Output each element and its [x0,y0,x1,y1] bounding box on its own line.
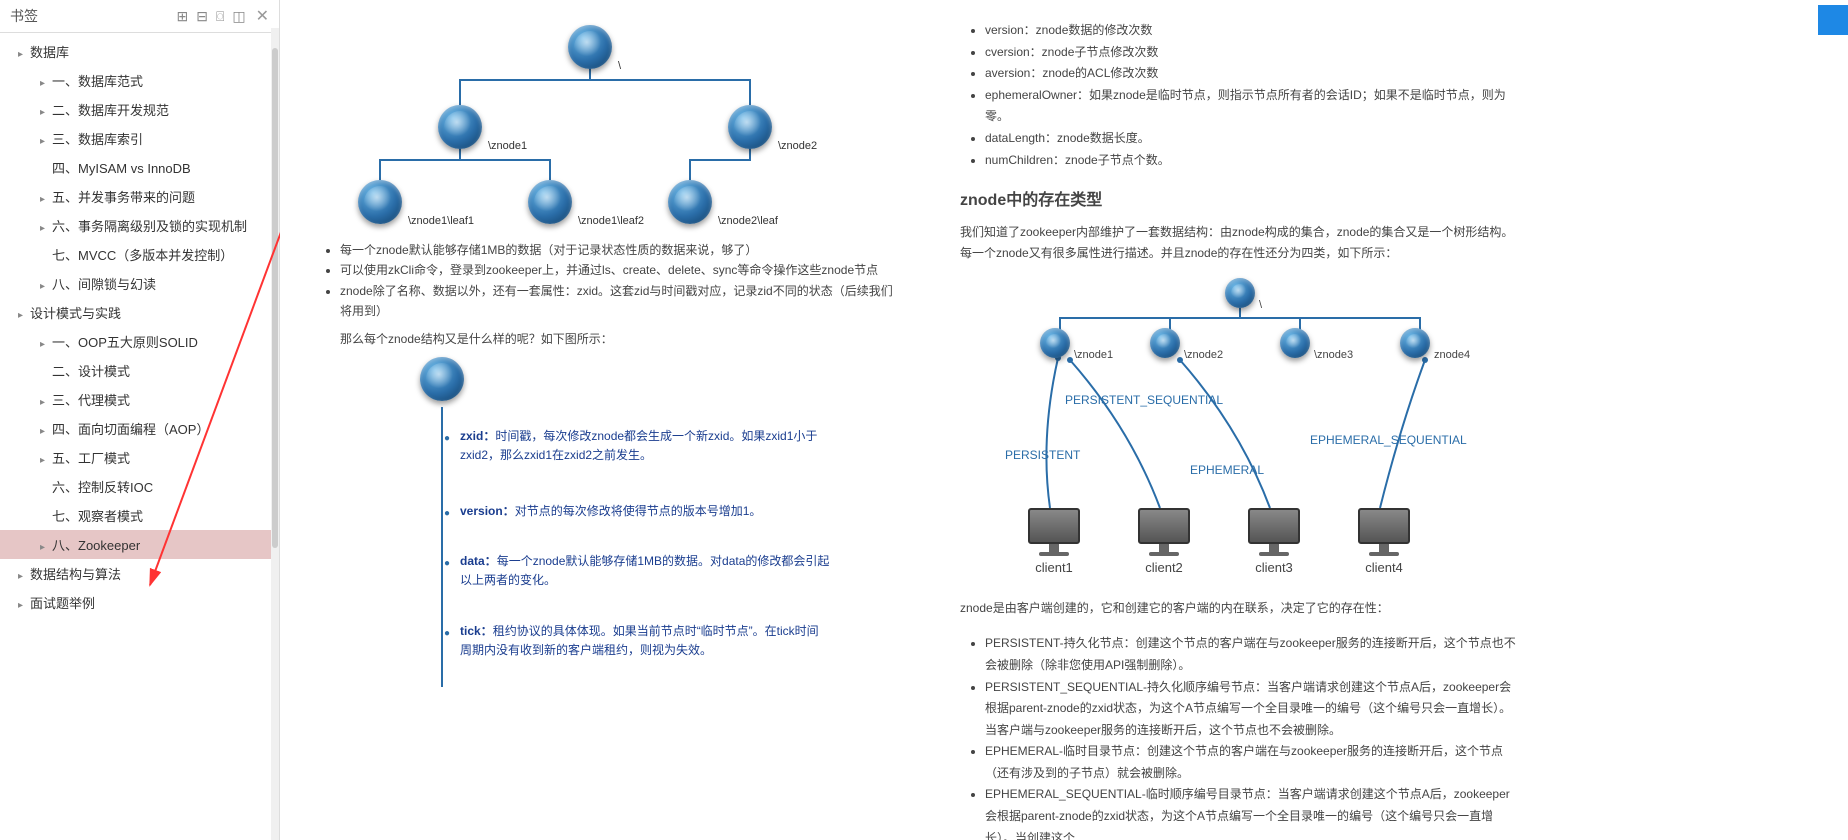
cd-znode: znode4 [1400,328,1470,361]
section-heading: znode中的存在类型 [960,186,1520,210]
chevron-icon: ▸ [40,136,50,147]
client-diagram: \ \znode1\znode2\znode3znode4 PERSISTENT… [980,278,1500,588]
znode-2 [728,105,772,149]
bookmark-item[interactable]: ▸六、事务隔离级别及锁的实现机制 [0,211,279,240]
client-monitor: client3 [1245,508,1303,566]
collapse-icon[interactable]: ⊟ [196,8,208,25]
struct-item: zxid：时间戳，每次修改znode都会生成一个新zxid。如果zxid1小于z… [460,427,830,465]
bookmark-alt-icon[interactable]: ◫ [232,8,245,25]
blue-badge-icon[interactable] [1818,5,1848,35]
list-item: 每一个znode默认能够存储1MB的数据（对于记录状态性质的数据来说，够了） [340,240,900,260]
bookmark-item[interactable]: ▸八、Zookeeper [0,530,279,559]
bookmarks-sidebar: 书签 ⊞ ⊟ ⌼ ◫ ✕ ▸数据库▸一、数据库范式▸二、数据库开发规范▸三、数据… [0,0,280,840]
cd-znode: \znode2 [1150,328,1223,361]
scrollbar-thumb[interactable] [272,48,278,548]
struct-item: version：对节点的每次修改将使得节点的版本号增加1。 [460,502,830,521]
znode-1 [438,105,482,149]
chevron-icon: ▸ [40,339,50,350]
list-item: PERSISTENT-持久化节点：创建这个节点的客户端在与zookeeper服务… [985,633,1520,676]
znode-notes-list: 每一个znode默认能够存储1MB的数据（对于记录状态性质的数据来说，够了）可以… [340,240,900,322]
cd-znode: \znode3 [1280,328,1353,361]
bookmark-item[interactable]: ▸设计模式与实践 [0,298,279,327]
bookmark-item[interactable]: ▸五、并发事务带来的问题 [0,182,279,211]
chevron-icon: ▸ [40,223,50,234]
bookmark-item[interactable]: 四、MyISAM vs InnoDB [0,153,279,182]
list-item: version：znode数据的修改次数 [985,20,1520,42]
list-item: PERSISTENT_SEQUENTIAL-持久化顺序编号节点：当客户端请求创建… [985,677,1520,742]
struct-intro: 那么每个znode结构又是什么样的呢？如下图所示： [340,330,900,347]
bookmark-item[interactable]: ▸五、工厂模式 [0,443,279,472]
znode-tree-diagram: \ \znode1 \znode2 \znode1\leaf1 \znode1\… [310,20,900,230]
attr-list: version：znode数据的修改次数cversion：znode子节点修改次… [985,20,1520,171]
bookmark-item[interactable]: ▸一、OOP五大原则SOLID [0,327,279,356]
label-ephemeral-seq: EPHEMERAL_SEQUENTIAL [1310,433,1467,447]
chevron-icon: ▸ [40,78,50,89]
document-content: \ \znode1 \znode2 \znode1\leaf1 \znode1\… [280,0,1848,840]
chevron-icon: ▸ [18,310,28,321]
list-item: EPHEMERAL-临时目录节点：创建这个节点的客户端在与zookeeper服务… [985,741,1520,784]
chevron-icon: ▸ [40,397,50,408]
client-monitor: client1 [1025,508,1083,566]
znode-leaf3 [668,180,712,224]
cd-root-icon [1225,278,1255,308]
list-item: 可以使用zkCli命令，登录到zookeeper上，并通过ls、create、d… [340,260,900,280]
struct-line [441,407,443,687]
scrollbar-track[interactable] [271,28,279,840]
chevron-icon: ▸ [40,194,50,205]
label-persistent-seq: PERSISTENT_SEQUENTIAL [1065,393,1223,407]
struct-znode-icon [420,357,464,401]
types-intro: znode是由客户端创建的，它和创建它的客户端的内在联系，决定了它的存在性： [960,598,1520,618]
page-left: \ \znode1 \znode2 \znode1\leaf1 \znode1\… [280,0,930,840]
label-ephemeral: EPHEMERAL [1190,463,1264,477]
znode-root [568,25,612,69]
list-item: numChildren：znode子节点个数。 [985,150,1520,172]
znode-struct-diagram: zxid：时间戳，每次修改znode都会生成一个新zxid。如果zxid1小于z… [310,357,900,687]
bookmark-item[interactable]: ▸八、间隙锁与幻读 [0,269,279,298]
bookmark-tree[interactable]: ▸数据库▸一、数据库范式▸二、数据库开发规范▸三、数据库索引四、MyISAM v… [0,33,279,840]
sidebar-header: 书签 ⊞ ⊟ ⌼ ◫ ✕ [0,0,279,33]
bookmark-item[interactable]: ▸数据库 [0,37,279,66]
znode-leaf2 [528,180,572,224]
list-item: EPHEMERAL_SEQUENTIAL-临时顺序编号目录节点：当客户端请求创建… [985,784,1520,840]
bookmark-item[interactable]: ▸面试题举例 [0,588,279,617]
bookmark-item[interactable]: ▸四、面向切面编程（AOP） [0,414,279,443]
types-list: PERSISTENT-持久化节点：创建这个节点的客户端在与zookeeper服务… [985,633,1520,840]
sidebar-toolbar: ⊞ ⊟ ⌼ ◫ [176,8,245,25]
bookmark-item[interactable]: ▸二、数据库开发规范 [0,95,279,124]
bookmark-item[interactable]: 七、MVCC（多版本并发控制） [0,240,279,269]
client-monitor: client4 [1355,508,1413,566]
close-icon[interactable]: ✕ [256,6,269,26]
chevron-icon: ▸ [18,49,28,60]
list-item: cversion：znode子节点修改次数 [985,42,1520,64]
client-monitor: client2 [1135,508,1193,566]
struct-item: data：每一个znode默认能够存储1MB的数据。对data的修改都会引起以上… [460,552,830,590]
bookmark-item[interactable]: ▸数据结构与算法 [0,559,279,588]
chevron-icon: ▸ [40,281,50,292]
chevron-icon: ▸ [18,600,28,611]
bookmark-icon[interactable]: ⌼ [216,8,224,25]
add-bookmark-icon[interactable]: ⊞ [176,8,188,25]
list-item: znode除了名称、数据以外，还有一套属性：zxid。这套zid与时间戳对应，记… [340,281,900,322]
list-item: dataLength：znode数据长度。 [985,128,1520,150]
bookmark-item[interactable]: ▸一、数据库范式 [0,66,279,95]
list-item: aversion：znode的ACL修改次数 [985,63,1520,85]
sidebar-title: 书签 [10,6,38,26]
label-persistent: PERSISTENT [1005,448,1080,462]
bookmark-item[interactable]: 七、观察者模式 [0,501,279,530]
chevron-icon: ▸ [40,107,50,118]
section-intro: 我们知道了zookeeper内部维护了一套数据结构：由znode构成的集合，zn… [960,222,1520,263]
chevron-icon: ▸ [40,455,50,466]
bookmark-item[interactable]: ▸三、数据库索引 [0,124,279,153]
bookmark-item[interactable]: 六、控制反转IOC [0,472,279,501]
cd-znode: \znode1 [1040,328,1113,361]
chevron-icon: ▸ [18,571,28,582]
page-right: version：znode数据的修改次数cversion：znode子节点修改次… [930,0,1550,840]
struct-item: tick：租约协议的具体体现。如果当前节点时“临时节点”。在tick时间周期内没… [460,622,830,660]
bookmark-item[interactable]: 二、设计模式 [0,356,279,385]
znode-leaf1 [358,180,402,224]
bookmark-item[interactable]: ▸三、代理模式 [0,385,279,414]
chevron-icon: ▸ [40,542,50,553]
list-item: ephemeralOwner：如果znode是临时节点，则指示节点所有者的会话I… [985,85,1520,128]
chevron-icon: ▸ [40,426,50,437]
